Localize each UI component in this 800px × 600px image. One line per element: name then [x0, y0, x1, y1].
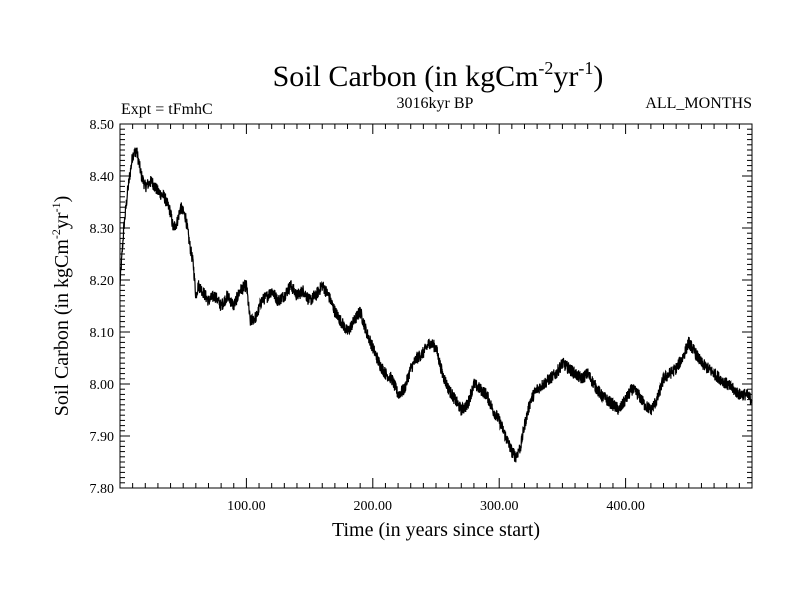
- chart-title-sup1: -2: [538, 58, 553, 78]
- y-axis-label-main: Soil Carbon (in kgCm: [51, 239, 73, 417]
- chart-title-main: Soil Carbon (in kgCm: [273, 60, 539, 93]
- plot-frame: [119, 123, 753, 489]
- x-tick-label: 400.00: [606, 499, 645, 514]
- y-axis-label-sup2: -1: [49, 202, 63, 212]
- y-tick-label: 7.80: [90, 482, 115, 497]
- subtitle-experiment: Expt = tFmhC: [121, 101, 213, 118]
- x-axis-tick-labels: 100.00 200.00 300.00 400.00: [227, 499, 645, 514]
- subtitle-period: 3016kyr BP: [397, 95, 474, 112]
- x-axis-label: Time (in years since start): [332, 519, 540, 541]
- y-tick-label: 7.90: [90, 430, 115, 445]
- y-axis-label-mid: yr: [51, 212, 73, 229]
- subtitle-months: ALL_MONTHS: [645, 95, 752, 112]
- x-tick-label: 100.00: [227, 499, 266, 514]
- y-tick-label: 8.00: [90, 378, 115, 393]
- y-tick-label: 8.10: [90, 326, 115, 341]
- y-axis-ticks: [120, 123, 752, 489]
- y-tick-label: 8.30: [90, 222, 115, 237]
- y-tick-label: 8.50: [90, 118, 115, 133]
- y-axis-label-sup1: -2: [49, 229, 63, 239]
- x-tick-label: 200.00: [354, 499, 393, 514]
- y-axis-label-end: ): [51, 196, 73, 203]
- x-axis-ticks: [132, 124, 740, 488]
- chart-title-mid: yr: [553, 60, 578, 93]
- chart-title: Soil Carbon (in kgCm-2yr-1): [273, 58, 604, 93]
- y-tick-label: 8.40: [90, 170, 115, 185]
- y-tick-label: 8.20: [90, 274, 115, 289]
- y-axis-label: Soil Carbon (in kgCm-2yr-1): [49, 196, 73, 417]
- chart-title-end: ): [593, 60, 603, 93]
- x-tick-label: 300.00: [480, 499, 519, 514]
- chart-title-sup2: -1: [578, 58, 593, 78]
- series-group: [119, 147, 753, 463]
- series-line: [119, 147, 753, 463]
- y-axis-tick-labels: 7.80 7.90 8.00 8.10 8.20 8.30 8.40 8.50: [90, 118, 115, 497]
